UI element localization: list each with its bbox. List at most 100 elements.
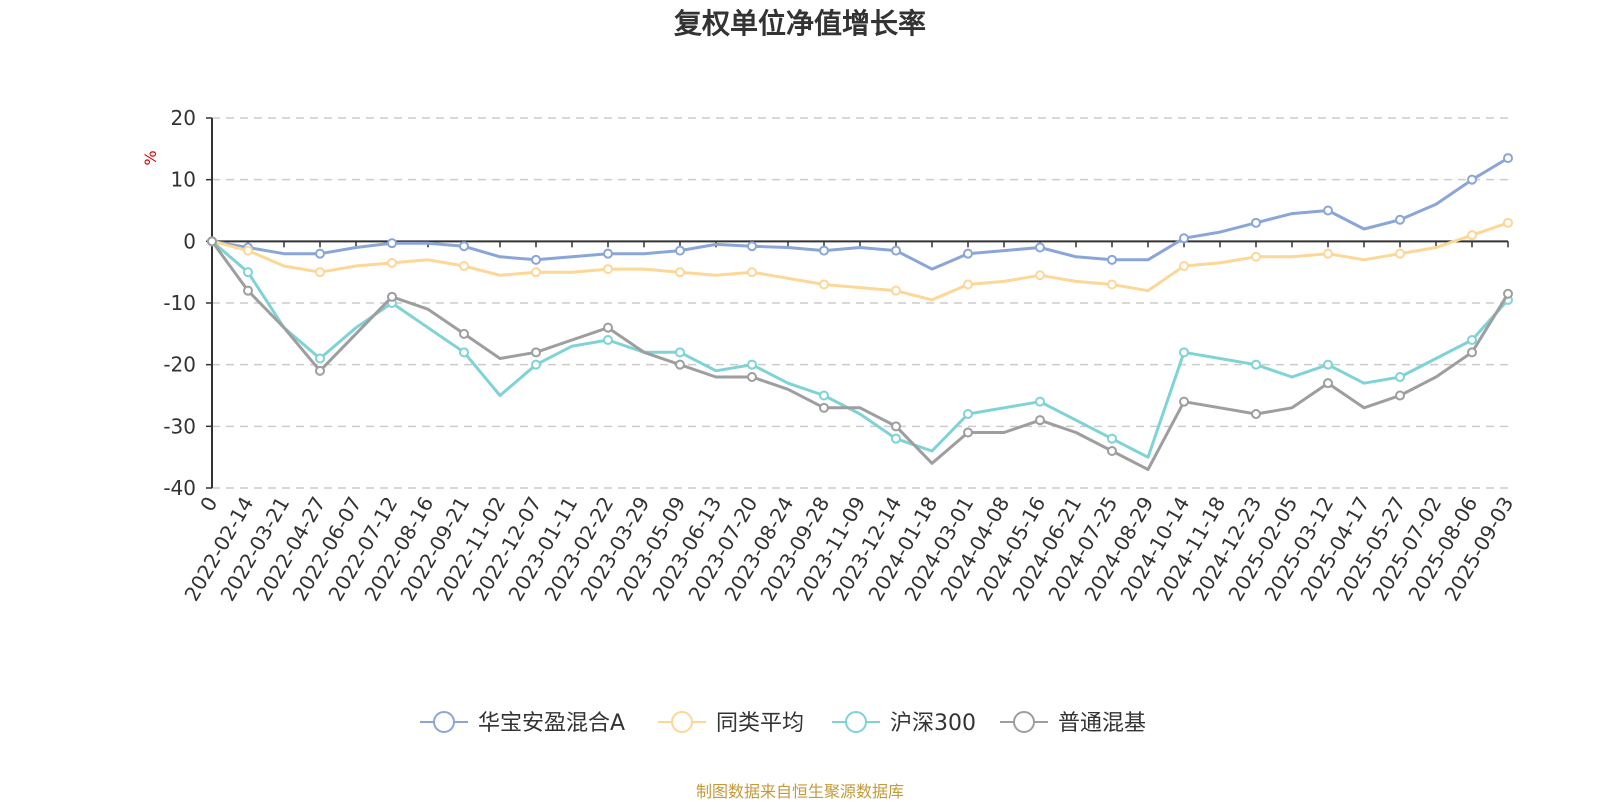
data-point	[747, 241, 757, 252]
x-tick-label: 0	[195, 493, 222, 516]
legend-item-3: 普通混基	[1000, 711, 1146, 736]
y-tick-label: 10	[171, 168, 196, 192]
data-point	[603, 248, 613, 259]
data-point	[1467, 347, 1477, 358]
data-point	[819, 402, 829, 413]
data-point	[1395, 372, 1405, 382]
data-point	[1179, 396, 1189, 407]
data-point	[1107, 446, 1117, 456]
data-point	[891, 433, 901, 444]
data-point	[1251, 359, 1261, 370]
data-point	[531, 254, 541, 265]
data-point	[819, 245, 829, 256]
data-point	[315, 248, 325, 259]
y-tick-label: -30	[163, 414, 196, 438]
y-tick-label: 20	[171, 106, 196, 130]
data-point	[891, 285, 901, 296]
data-point	[1467, 174, 1477, 185]
data-point	[1035, 270, 1045, 281]
data-point	[207, 236, 217, 247]
data-point	[315, 365, 325, 376]
data-point	[963, 409, 973, 419]
data-point	[963, 248, 973, 259]
data-point	[1395, 214, 1405, 225]
series-3	[207, 236, 1513, 471]
data-point	[459, 347, 469, 358]
legend-marker	[433, 711, 455, 733]
data-point	[459, 261, 469, 271]
data-point	[675, 347, 685, 358]
data-point	[675, 359, 685, 370]
legend-marker	[671, 711, 693, 733]
data-point	[531, 359, 541, 370]
data-point	[531, 267, 541, 278]
legend-item-2: 沪深300	[832, 711, 976, 736]
data-point	[315, 267, 325, 278]
data-point	[747, 267, 757, 278]
data-point	[1107, 433, 1117, 444]
data-point	[1467, 335, 1477, 345]
data-point	[603, 322, 613, 333]
data-point	[1251, 251, 1261, 262]
legend-label: 华宝安盈混合A	[478, 711, 625, 736]
data-point	[891, 245, 901, 256]
data-point	[1323, 205, 1333, 216]
data-point	[1395, 390, 1405, 401]
series-line	[211, 240, 1510, 459]
data-point	[459, 241, 469, 252]
series-line	[210, 240, 1510, 471]
data-point	[387, 238, 397, 249]
data-point	[1107, 254, 1117, 265]
data-point	[1251, 217, 1261, 228]
data-point	[1107, 279, 1117, 290]
series-line	[211, 156, 1509, 271]
data-source-note: 制图数据来自恒生聚源数据库	[695, 782, 904, 801]
data-point	[603, 335, 613, 345]
data-point	[675, 245, 685, 256]
y-tick-label: -40	[163, 476, 196, 500]
data-point	[1323, 359, 1333, 370]
legend-label: 同类平均	[716, 711, 804, 736]
data-point	[459, 328, 469, 339]
data-point	[1323, 248, 1333, 259]
data-point	[1179, 347, 1189, 358]
data-point	[1467, 230, 1477, 241]
data-point	[747, 372, 757, 382]
data-point	[603, 264, 613, 275]
y-tick-label: -10	[163, 291, 196, 315]
data-point	[243, 267, 253, 278]
legend-marker	[845, 711, 867, 733]
data-point	[1323, 378, 1333, 389]
series-0	[207, 153, 1513, 271]
data-point	[747, 359, 757, 370]
data-point	[387, 257, 397, 268]
data-point	[315, 353, 325, 364]
y-unit-label: %	[141, 150, 160, 165]
legend-label: 沪深300	[890, 711, 976, 736]
data-point	[1251, 409, 1261, 419]
data-point	[819, 279, 829, 290]
legend-item-1: 同类平均	[658, 711, 804, 736]
data-point	[1035, 415, 1045, 426]
data-point	[1035, 396, 1045, 407]
data-point	[387, 291, 397, 302]
legend-marker	[1013, 711, 1035, 733]
data-point	[1395, 248, 1405, 259]
chart-title: 复权单位净值增长率	[673, 7, 926, 40]
data-point	[963, 279, 973, 290]
data-point	[1179, 233, 1189, 244]
data-point	[1035, 242, 1045, 253]
data-point	[1179, 261, 1189, 271]
data-point	[1503, 153, 1513, 164]
data-point	[1503, 217, 1513, 228]
data-point	[963, 427, 973, 438]
series-1	[207, 217, 1513, 302]
y-tick-label: -20	[163, 353, 196, 377]
legend-label: 普通混基	[1058, 711, 1146, 736]
series-line	[211, 221, 1509, 302]
data-point	[891, 421, 901, 432]
legend-item-0: 华宝安盈混合A	[420, 711, 625, 736]
data-point	[243, 285, 253, 296]
